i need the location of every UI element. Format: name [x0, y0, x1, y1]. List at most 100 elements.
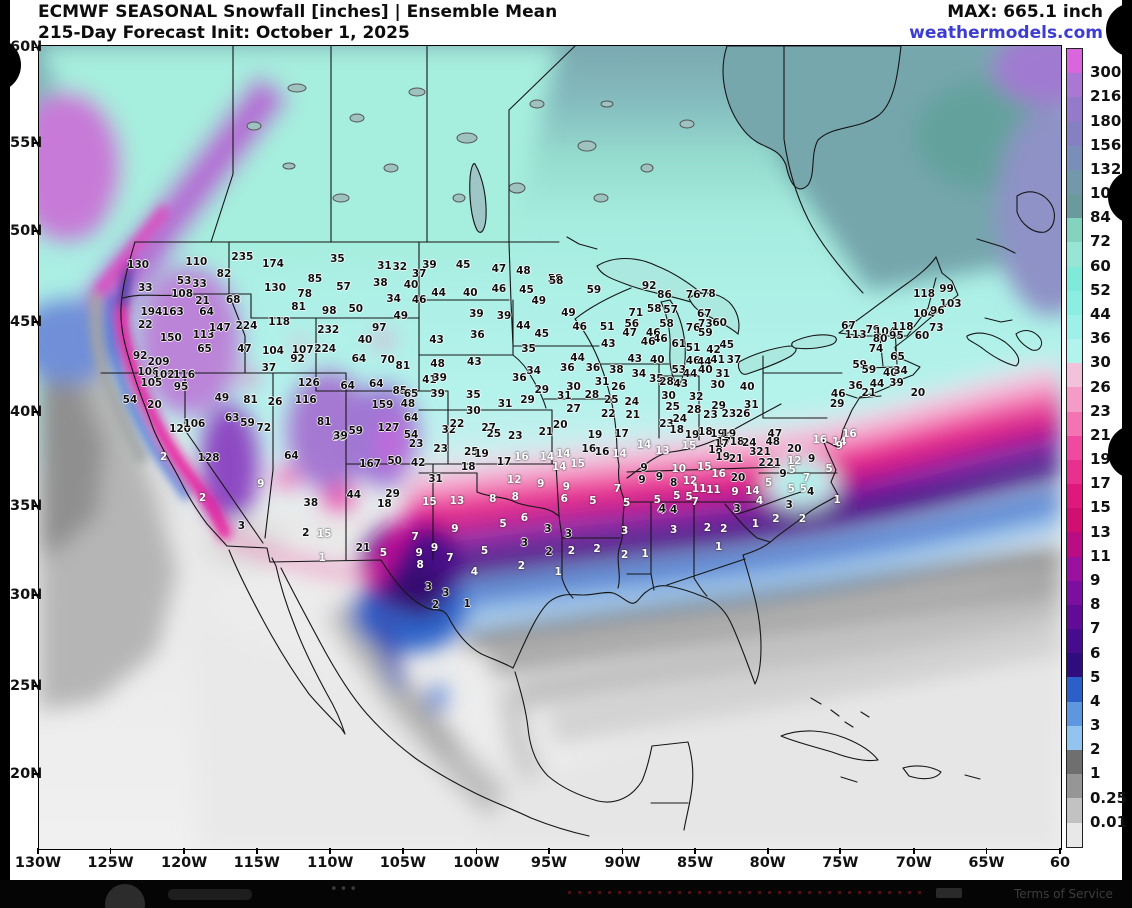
map-value-label: 174 [262, 257, 284, 270]
map-value-label: 224 [235, 320, 258, 333]
map-value-label: 159 [371, 398, 394, 411]
map-value-label: 2 [720, 522, 728, 535]
map-value-label: 20 [730, 472, 746, 484]
map-value-label: 53 [176, 275, 192, 288]
map-value-label: 72 [256, 422, 272, 435]
map-value-label: 92 [132, 349, 148, 362]
lon-tick [766, 848, 769, 854]
map-value-label: 16 [842, 427, 857, 440]
colorbar-tick-label: 84 [1090, 208, 1111, 227]
map-value-label: 59 [852, 358, 867, 371]
geo-borders [100, 46, 1055, 837]
colorbar-cell [1067, 532, 1082, 557]
colorbar-cell [1067, 387, 1082, 412]
map-value-label: 98 [321, 304, 337, 317]
colorbar-cell [1067, 194, 1082, 219]
map-value-label: 49 [393, 309, 409, 322]
map-value-label: 15 [570, 457, 585, 470]
map-value-label: 46 [572, 321, 587, 334]
footer-icons[interactable] [936, 888, 962, 898]
map-value-label: 28 [584, 389, 600, 402]
map-value-label: 39 [496, 309, 512, 322]
lon-tick-label: 130W [14, 855, 62, 871]
map-value-label: 1 [714, 541, 723, 554]
map-value-label: 46 [491, 283, 507, 296]
map-value-label: 31 [377, 260, 392, 273]
colorbar-cell [1067, 435, 1082, 460]
map-value-label: 2 [593, 542, 601, 555]
colorbar-cell [1067, 749, 1082, 775]
map-value-label: 5 [788, 463, 796, 476]
map-value-label: 113 [192, 329, 215, 342]
map-value-label: 16 [812, 434, 828, 447]
site-link[interactable]: weathermodels.com [909, 23, 1103, 43]
map-value-label: 85 [307, 272, 323, 285]
map-title: ECMWF SEASONAL Snowfall [inches] | Ensem… [38, 2, 557, 44]
map-value-label: 3 [424, 581, 433, 594]
colorbar-tick-label: 7 [1090, 619, 1101, 638]
map-value-label: 67 [697, 308, 712, 321]
map-value-label: 64 [284, 450, 299, 463]
map-value-label: 85 [392, 385, 408, 398]
map-value-label: 79 [865, 324, 881, 337]
map-value-label: 15 [697, 460, 712, 473]
map-value-label: 44 [697, 356, 712, 369]
map-value-label: 1 [641, 548, 649, 561]
map-value-label: 18 [669, 423, 685, 436]
user-handle-placeholder [168, 889, 252, 900]
lon-tick-label: 110W [307, 855, 354, 871]
map-value-label: 147 [208, 321, 231, 334]
map-value-label: 104 [913, 308, 936, 321]
map-value-label: 34 [386, 292, 401, 305]
map-value-label: 39 [469, 308, 484, 321]
map-value-label: 32 [688, 390, 704, 403]
map-value-label: 35 [648, 373, 664, 386]
map-value-label: 128 [197, 451, 220, 464]
map-value-label: 46 [830, 387, 846, 400]
map-value-label: 48 [430, 357, 445, 370]
colorbar-cell [1067, 339, 1082, 364]
more-menu-icon[interactable]: ••• [330, 882, 360, 897]
map-value-label: 45 [534, 328, 550, 341]
map-value-label: 130 [127, 259, 150, 272]
map-value-label: 113 [844, 329, 867, 342]
map-value-label: 49 [214, 391, 230, 404]
colorbar-tick-label: 30 [1090, 353, 1111, 372]
map-value-label: 73 [929, 321, 944, 334]
map-value-label: 8 [416, 558, 424, 571]
map-value-label: 30 [661, 390, 676, 403]
map-value-label: 60 [712, 317, 727, 330]
map-value-label: 24 [741, 436, 757, 449]
map-value-label: 23 [433, 443, 448, 456]
map-value-label: 38 [609, 363, 624, 376]
map-value-label: 17 [714, 438, 729, 451]
map-value-label: 81 [395, 359, 411, 372]
map-value-label: 59 [240, 416, 255, 429]
lat-tick-label: 55N [10, 134, 43, 151]
map-value-label: 118 [268, 316, 291, 329]
lon-tick [402, 848, 404, 854]
lon-tick-label: 70W [895, 855, 932, 871]
colorbar-cell [1067, 774, 1082, 799]
floating-button-left[interactable] [0, 38, 21, 92]
map-value-label: 58 [548, 275, 564, 288]
map-value-label: 19 [710, 427, 725, 440]
colorbar-cell [1067, 484, 1082, 509]
map-value-label: 14 [636, 439, 652, 452]
map-value-label: 38 [373, 276, 388, 289]
avatar[interactable] [105, 884, 145, 908]
map-value-label: 38 [303, 496, 319, 509]
terms-link[interactable]: Terms of Service [1014, 887, 1113, 901]
map-value-label: 163 [161, 305, 184, 318]
map-value-label: 102 [152, 369, 175, 382]
map-value-label: 2 [798, 512, 807, 525]
map-value-label: 44 [682, 367, 698, 380]
lon-tick-label: 100W [453, 855, 500, 871]
map-value-label: 39 [889, 377, 904, 390]
map-value-label: 49 [531, 295, 547, 308]
map-plot-area: 110 235 174 130 53 33 82 85 33 108 21 68 130 78 81 98 19… [38, 45, 1062, 850]
map-value-label: 45 [719, 338, 735, 351]
map-value-label: 18 [460, 460, 476, 473]
map-value-label: 5 [653, 493, 661, 506]
map-value-label: 22 [758, 456, 773, 469]
